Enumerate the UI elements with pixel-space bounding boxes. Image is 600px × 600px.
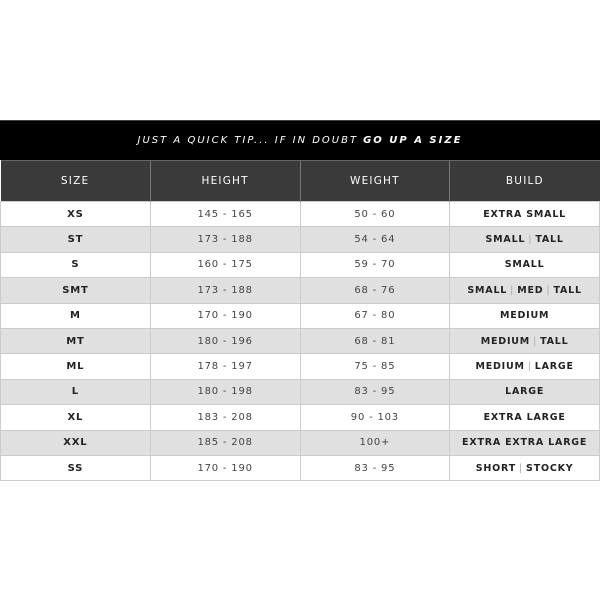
- table-row: MT 180 - 196 68 - 81 MEDIUM | TALL: [0, 327, 600, 355]
- build-label: EXTRA LARGE: [483, 411, 566, 423]
- height-cell: 170 - 190: [149, 454, 301, 482]
- size-cell: ST: [0, 226, 151, 253]
- build-label: MEDIUM: [499, 310, 550, 322]
- size-cell: XXL: [0, 429, 151, 456]
- table-row: XXL 185 - 208 100+ EXTRA EXTRA LARGE: [0, 429, 600, 456]
- table-row: ST 173 - 188 54 - 64 SMALL | TALL: [0, 226, 600, 253]
- weight-cell: 68 - 76: [299, 277, 451, 304]
- separator: |: [527, 361, 532, 373]
- build-label: SMALL: [467, 284, 508, 296]
- table-row: SMT 173 - 188 68 - 76 SMALL | MED | TALL: [0, 277, 600, 304]
- build-cell: SMALL | MED | TALL: [449, 277, 600, 304]
- height-cell: 170 - 190: [149, 302, 301, 329]
- build-cell: EXTRA SMALL: [449, 200, 600, 228]
- build-label: LARGE: [534, 361, 574, 373]
- separator: |: [519, 462, 524, 474]
- weight-cell: 59 - 70: [299, 251, 451, 279]
- height-cell: 145 - 165: [149, 200, 301, 228]
- build-cell: LARGE: [449, 378, 600, 406]
- size-cell: XS: [0, 200, 151, 228]
- separator: |: [546, 284, 551, 296]
- size-cell: L: [0, 378, 151, 406]
- height-cell: 173 - 188: [149, 277, 301, 304]
- height-cell: 183 - 208: [149, 404, 301, 431]
- size-cell: SS: [0, 454, 151, 482]
- build-label: TALL: [535, 234, 564, 246]
- build-cell: SMALL: [449, 251, 600, 279]
- build-label: SMALL: [504, 259, 545, 271]
- table-row: S 160 - 175 59 - 70 SMALL: [0, 251, 600, 279]
- weight-cell: 83 - 95: [299, 454, 451, 482]
- size-cell: ML: [0, 353, 151, 380]
- weight-cell: 68 - 81: [299, 327, 451, 355]
- column-header-height: HEIGHT: [149, 160, 300, 202]
- build-cell: MEDIUM: [449, 302, 600, 329]
- build-label: SMALL: [485, 234, 526, 246]
- build-cell: EXTRA LARGE: [449, 404, 600, 431]
- build-label: TALL: [540, 335, 569, 347]
- build-label: STOCKY: [526, 462, 574, 474]
- table-row: M 170 - 190 67 - 80 MEDIUM: [0, 302, 600, 329]
- build-label: MED: [517, 284, 544, 296]
- build-cell: SHORT | STOCKY: [449, 454, 600, 482]
- build-label: LARGE: [505, 386, 545, 398]
- weight-cell: 50 - 60: [299, 200, 451, 228]
- table-row: ML 178 - 197 75 - 85 MEDIUM | LARGE: [0, 353, 600, 380]
- height-cell: 180 - 196: [149, 327, 301, 355]
- table-row: XS 145 - 165 50 - 60 EXTRA SMALL: [0, 200, 600, 228]
- column-header-build: BUILD: [449, 160, 600, 202]
- separator: |: [528, 234, 533, 246]
- weight-cell: 100+: [299, 429, 451, 456]
- weight-cell: 75 - 85: [299, 353, 451, 380]
- size-cell: M: [0, 302, 151, 329]
- build-label: MEDIUM: [475, 361, 525, 373]
- table-row: SS 170 - 190 83 - 95 SHORT | STOCKY: [0, 454, 600, 482]
- weight-cell: 67 - 80: [299, 302, 451, 329]
- separator: |: [510, 284, 515, 296]
- build-cell: MEDIUM | TALL: [449, 327, 600, 355]
- size-chart: JUST A QUICK TIP... IF IN DOUBT GO UP A …: [0, 120, 600, 482]
- size-cell: S: [0, 251, 151, 279]
- height-cell: 173 - 188: [149, 226, 301, 253]
- build-label: MEDIUM: [480, 335, 531, 347]
- table-row: L 180 - 198 83 - 95 LARGE: [0, 378, 600, 406]
- weight-cell: 83 - 95: [299, 378, 451, 406]
- table-row: XL 183 - 208 90 - 103 EXTRA LARGE: [0, 404, 600, 431]
- height-cell: 178 - 197: [149, 353, 301, 380]
- size-cell: MT: [0, 327, 151, 355]
- build-label: EXTRA SMALL: [483, 208, 567, 220]
- weight-cell: 90 - 103: [299, 404, 451, 431]
- build-cell: MEDIUM | LARGE: [449, 353, 600, 380]
- height-cell: 185 - 208: [149, 429, 301, 456]
- separator: |: [533, 335, 538, 347]
- build-label: TALL: [553, 284, 582, 296]
- size-cell: SMT: [0, 277, 151, 304]
- size-table: SIZE HEIGHT WEIGHT BUILD XS 145 - 165 50 -…: [0, 160, 600, 482]
- height-cell: 180 - 198: [149, 378, 301, 406]
- size-cell: XL: [0, 404, 151, 431]
- build-label: EXTRA EXTRA LARGE: [462, 437, 588, 449]
- build-label: SHORT: [475, 462, 517, 474]
- weight-cell: 54 - 64: [299, 226, 451, 253]
- header-row: SIZE HEIGHT WEIGHT BUILD: [0, 160, 600, 202]
- tip-emphasis: GO UP A SIZE: [363, 135, 463, 146]
- tip-text: JUST A QUICK TIP... IF IN DOUBT: [137, 135, 359, 146]
- build-cell: EXTRA EXTRA LARGE: [449, 429, 600, 456]
- column-header-size: SIZE: [0, 160, 151, 202]
- column-header-weight: WEIGHT: [299, 160, 450, 202]
- build-cell: SMALL | TALL: [449, 226, 600, 253]
- tip-banner: JUST A QUICK TIP... IF IN DOUBT GO UP A …: [0, 120, 600, 160]
- height-cell: 160 - 175: [149, 251, 301, 279]
